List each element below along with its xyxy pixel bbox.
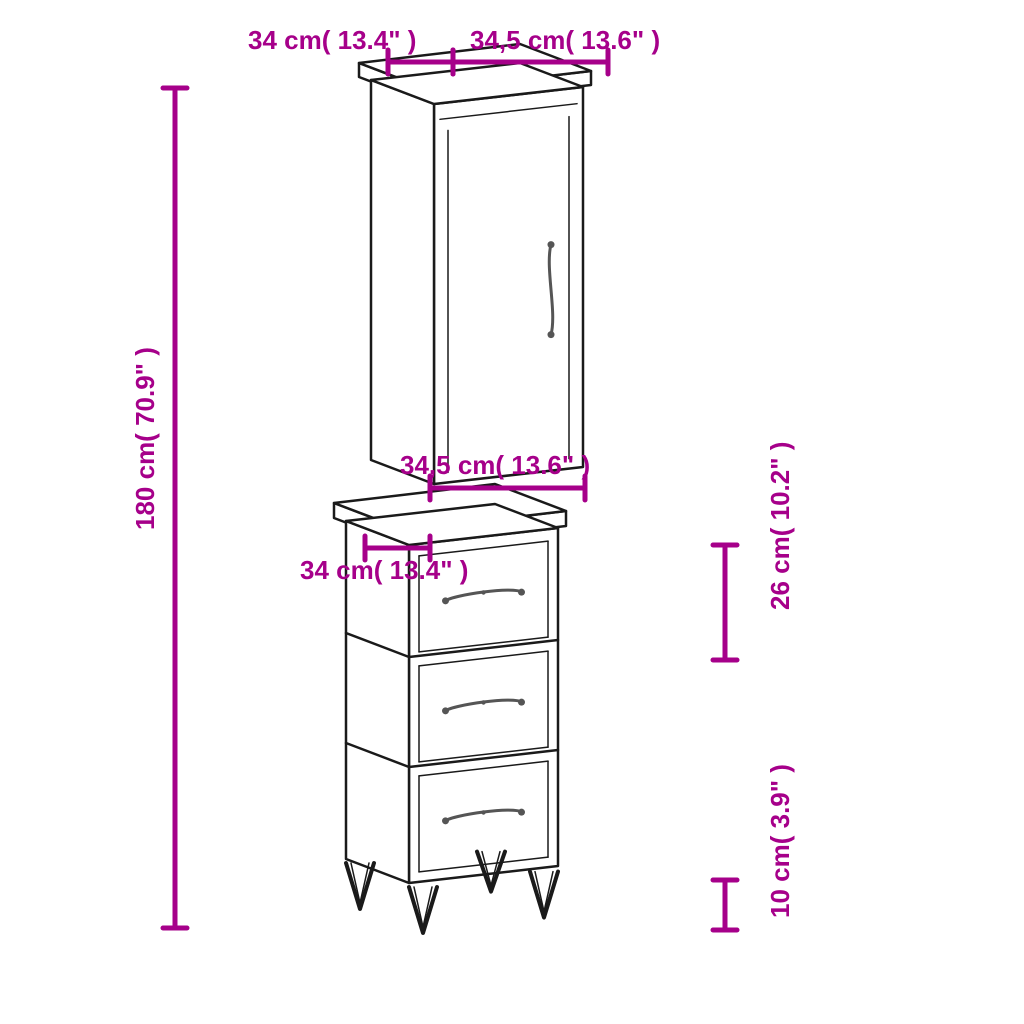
label-height-total: 180 cm( 70.9" ) xyxy=(130,347,161,530)
label-depth-top: 34 cm( 13.4" ) xyxy=(248,25,416,56)
label-depth-mid: 34 cm( 13.4" ) xyxy=(300,555,468,586)
label-leg-h: 10 cm( 3.9" ) xyxy=(765,764,796,918)
label-drawer-h: 26 cm( 10.2" ) xyxy=(765,442,796,610)
label-width-top: 34,5 cm( 13.6" ) xyxy=(470,25,660,56)
label-width-mid: 34,5 cm( 13.6" ) xyxy=(400,450,590,481)
